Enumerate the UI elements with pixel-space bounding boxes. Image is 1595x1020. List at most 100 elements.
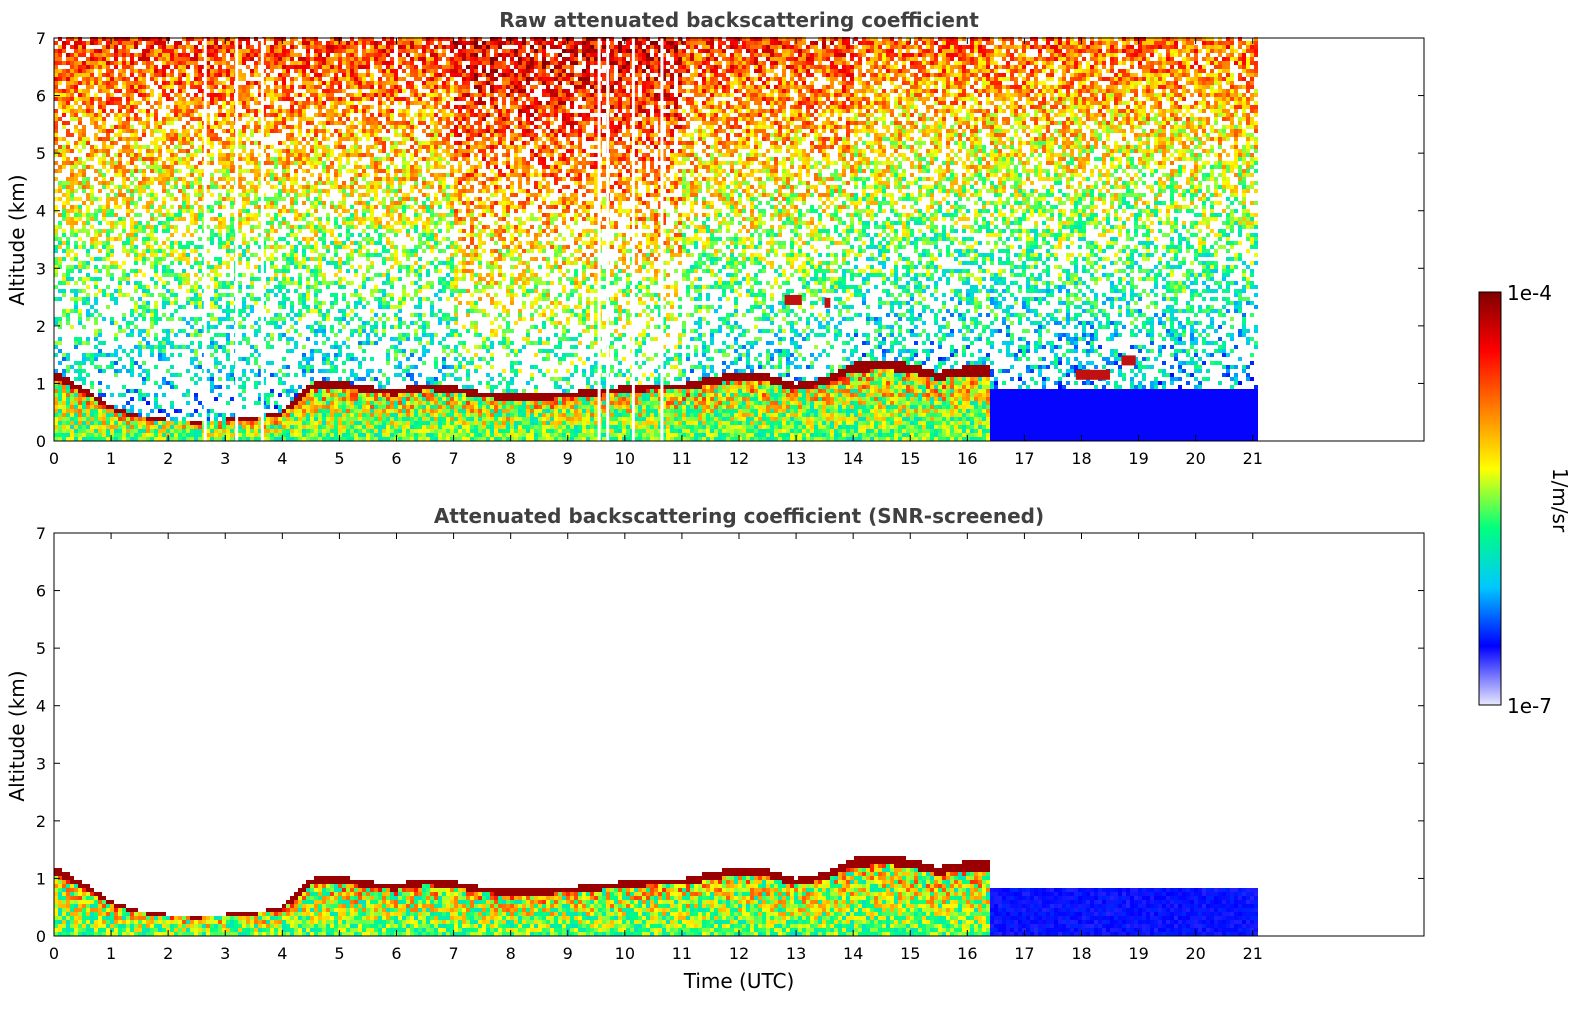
heatmap-cell <box>226 193 230 197</box>
heatmap-cell <box>310 421 314 425</box>
heatmap-cell <box>122 81 126 85</box>
heatmap-cell <box>242 189 246 193</box>
heatmap-cell <box>86 309 90 313</box>
heatmap-cell <box>350 121 354 125</box>
heatmap-cell <box>138 225 142 229</box>
heatmap-cell <box>166 169 170 173</box>
heatmap-cell <box>98 289 102 293</box>
heatmap-cell <box>186 77 190 81</box>
heatmap-cell <box>150 141 154 145</box>
heatmap-cell <box>218 333 222 337</box>
heatmap-cell <box>162 229 166 233</box>
heatmap-cell <box>254 53 258 57</box>
heatmap-cell <box>134 317 138 321</box>
heatmap-cell <box>378 417 382 421</box>
heatmap-cell <box>134 433 138 437</box>
heatmap-cell <box>126 137 130 141</box>
heatmap-cell <box>310 225 314 229</box>
heatmap-cell <box>302 109 306 113</box>
heatmap-cell <box>54 377 58 381</box>
heatmap-cell <box>194 365 198 369</box>
heatmap-cell <box>218 377 222 381</box>
heatmap-cell <box>62 97 66 101</box>
heatmap-cell <box>134 185 138 189</box>
heatmap-cell <box>82 53 86 57</box>
heatmap-cell <box>190 153 194 157</box>
heatmap-cell <box>186 41 190 45</box>
heatmap-cell <box>254 425 258 429</box>
heatmap-cell <box>242 249 246 253</box>
heatmap-cell <box>130 89 134 93</box>
heatmap-cell <box>122 169 126 173</box>
heatmap-cell <box>186 389 190 393</box>
heatmap-cell <box>254 225 258 229</box>
heatmap-cell <box>226 337 230 341</box>
heatmap-cell <box>150 437 154 441</box>
heatmap-cell <box>170 373 174 377</box>
heatmap-cell <box>186 225 190 229</box>
heatmap-cell <box>362 201 366 205</box>
heatmap-cell <box>162 165 166 169</box>
heatmap-cell <box>86 229 90 233</box>
heatmap-cell <box>186 289 190 293</box>
heatmap-cell <box>74 233 78 237</box>
heatmap-cell <box>342 413 346 417</box>
heatmap-cell <box>258 353 262 357</box>
heatmap-cell <box>294 321 298 325</box>
heatmap-cell <box>370 429 374 433</box>
heatmap-cell <box>134 325 138 329</box>
heatmap-cell <box>310 417 314 421</box>
heatmap-cell <box>274 197 278 201</box>
heatmap-cell <box>342 245 346 249</box>
heatmap-cell <box>54 89 58 93</box>
heatmap-cell <box>154 393 158 397</box>
heatmap-cell <box>166 273 170 277</box>
heatmap-cell <box>170 97 174 101</box>
heatmap-cell <box>306 245 310 249</box>
heatmap-cell <box>306 357 310 361</box>
heatmap-cell <box>302 245 306 249</box>
heatmap-cell <box>70 69 74 73</box>
heatmap-cell <box>278 37 282 41</box>
heatmap-cell <box>362 329 366 333</box>
heatmap-cell <box>282 209 286 213</box>
heatmap-cell <box>362 281 366 285</box>
heatmap-cell <box>318 301 322 305</box>
heatmap-cell <box>310 221 314 225</box>
heatmap-cell <box>126 353 130 357</box>
heatmap-cell <box>186 65 190 69</box>
heatmap-cell <box>166 381 170 385</box>
heatmap-cell <box>310 137 314 141</box>
heatmap-cell <box>334 341 338 345</box>
heatmap-cell <box>286 417 290 421</box>
heatmap-cell <box>306 225 310 229</box>
heatmap-cell <box>282 293 286 297</box>
heatmap-cell <box>374 89 378 93</box>
heatmap-cell <box>254 121 258 125</box>
heatmap-cell <box>178 157 182 161</box>
heatmap-cell <box>82 89 86 93</box>
heatmap-cell <box>198 197 202 201</box>
heatmap-cell <box>378 273 382 277</box>
heatmap-cell <box>282 205 286 209</box>
heatmap-cell <box>262 369 266 373</box>
heatmap-cell <box>106 233 110 237</box>
heatmap-cell <box>366 61 370 65</box>
heatmap-cell <box>206 49 210 53</box>
heatmap-cell <box>338 265 342 269</box>
heatmap-cell <box>146 305 150 309</box>
heatmap-cell <box>306 133 310 137</box>
heatmap-cell <box>270 145 274 149</box>
heatmap-cell <box>102 185 106 189</box>
heatmap-cell <box>254 177 258 181</box>
heatmap-cell <box>54 345 58 349</box>
heatmap-cell <box>354 313 358 317</box>
heatmap-cell <box>70 385 74 389</box>
heatmap-cell <box>258 53 262 57</box>
heatmap-cell <box>130 57 134 61</box>
heatmap-cell <box>302 117 306 121</box>
heatmap-cell <box>358 101 362 105</box>
heatmap-cell <box>54 129 58 133</box>
heatmap-cell <box>266 65 270 69</box>
heatmap-cell <box>306 325 310 329</box>
